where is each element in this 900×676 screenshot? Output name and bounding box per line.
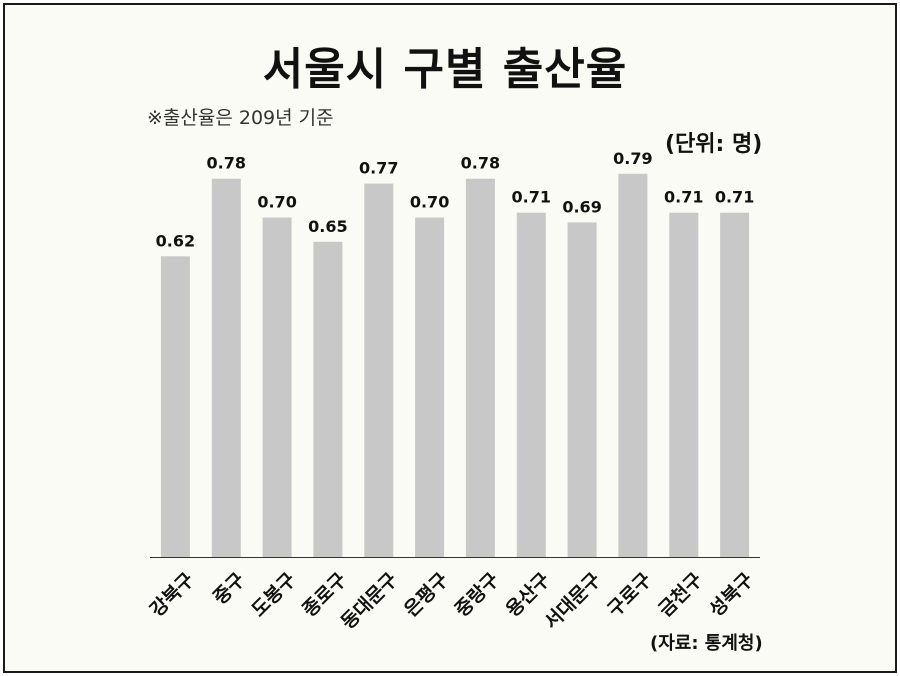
value-label-8: 0.71	[512, 188, 551, 207]
value-label-10: 0.79	[613, 149, 652, 168]
bar-12	[720, 212, 750, 557]
value-label-9: 0.69	[562, 197, 601, 216]
bar-11	[669, 212, 699, 557]
category-label-11: 금천구	[654, 569, 707, 622]
bar-4	[313, 241, 343, 558]
bar-8	[516, 212, 546, 557]
value-label-7: 0.78	[461, 154, 500, 173]
bar-1	[160, 256, 190, 557]
value-label-6: 0.70	[410, 193, 449, 212]
bar-chart: 0.62강북구0.78중구0.70도봉구0.65종로구0.77동대문구0.70은…	[146, 149, 760, 634]
bar-3	[262, 217, 292, 557]
value-label-2: 0.78	[207, 154, 246, 173]
value-label-3: 0.70	[257, 193, 296, 212]
source-label: (자료: 통계청)	[650, 633, 763, 654]
bar-10	[618, 173, 648, 558]
category-label-6: 은평구	[400, 569, 453, 622]
category-label-1: 강북구	[146, 569, 199, 622]
value-label-4: 0.65	[308, 217, 347, 236]
category-label-9: 서대문구	[540, 569, 605, 634]
value-label-5: 0.77	[359, 159, 398, 178]
category-label-12: 성북구	[705, 569, 758, 622]
value-label-12: 0.71	[715, 188, 754, 207]
bar-9	[567, 222, 597, 557]
value-label-11: 0.71	[664, 188, 703, 207]
category-label-7: 중랑구	[451, 569, 504, 622]
category-label-5: 동대문구	[337, 569, 402, 634]
bar-5	[364, 183, 394, 557]
chart-title: 서울시 구별 출산율	[262, 44, 628, 95]
unit-label: (단위: 명)	[665, 132, 763, 157]
bar-6	[415, 217, 445, 557]
category-label-10: 구로구	[603, 569, 656, 622]
chart-note: ※출산율은 209년 기준	[147, 107, 334, 129]
chart-frame: 0.62 강북구 0.78 중구 0.70 도봉구 0.65 종로구 0.77 동대문구 0.70 은…	[3, 3, 897, 673]
category-label-2: 중구	[209, 569, 249, 609]
bar-7	[465, 178, 495, 557]
value-label-1: 0.62	[156, 231, 195, 250]
category-label-3: 도봉구	[248, 569, 301, 622]
bar-2	[211, 178, 241, 557]
